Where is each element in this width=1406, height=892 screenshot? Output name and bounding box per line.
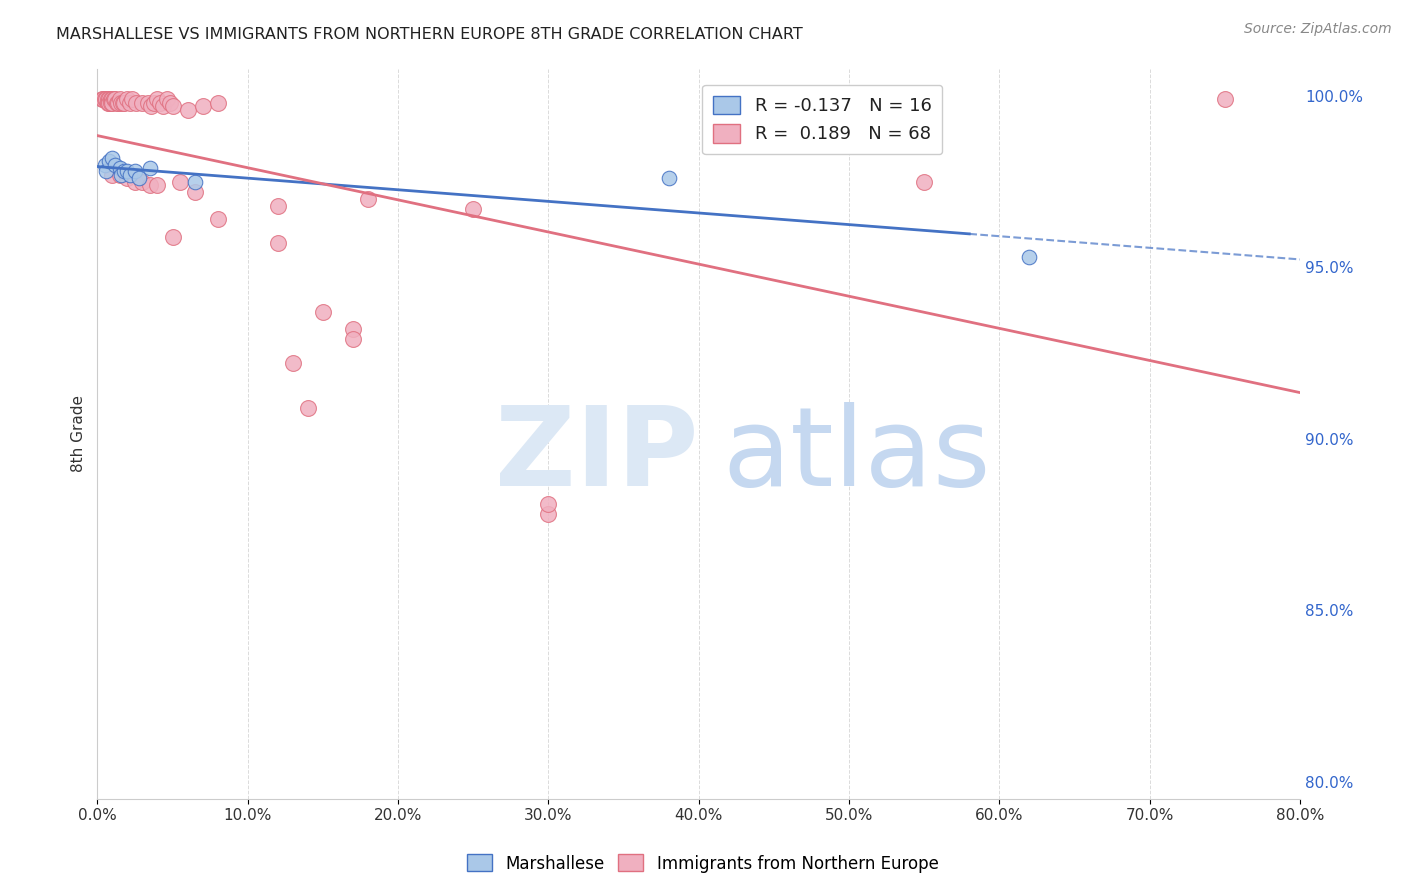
Point bbox=[104, 92, 127, 106]
Point bbox=[463, 202, 485, 216]
Point bbox=[1018, 250, 1040, 264]
Point bbox=[117, 92, 139, 106]
Point bbox=[112, 95, 135, 110]
Point bbox=[342, 322, 364, 336]
Point bbox=[94, 92, 117, 106]
Point bbox=[120, 168, 142, 182]
Legend: Marshallese, Immigrants from Northern Europe: Marshallese, Immigrants from Northern Eu… bbox=[461, 847, 945, 880]
Point bbox=[191, 99, 214, 113]
Text: ZIP: ZIP bbox=[495, 402, 699, 509]
Point bbox=[98, 154, 121, 169]
Text: MARSHALLESE VS IMMIGRANTS FROM NORTHERN EUROPE 8TH GRADE CORRELATION CHART: MARSHALLESE VS IMMIGRANTS FROM NORTHERN … bbox=[56, 27, 803, 42]
Point bbox=[96, 164, 118, 178]
Point bbox=[537, 507, 560, 521]
Point bbox=[267, 199, 290, 213]
Point bbox=[537, 497, 560, 511]
Point bbox=[131, 95, 153, 110]
Point bbox=[169, 175, 191, 189]
Point bbox=[112, 164, 135, 178]
Point bbox=[103, 92, 125, 106]
Point bbox=[207, 212, 229, 227]
Point bbox=[146, 178, 169, 192]
Point bbox=[108, 92, 131, 106]
Point bbox=[143, 95, 166, 110]
Point bbox=[101, 151, 124, 165]
Point bbox=[101, 92, 124, 106]
Point bbox=[108, 168, 131, 182]
Point bbox=[120, 95, 142, 110]
Point bbox=[152, 99, 174, 113]
Point bbox=[267, 236, 290, 251]
Point bbox=[128, 171, 150, 186]
Point bbox=[90, 92, 112, 106]
Point bbox=[141, 99, 163, 113]
Point bbox=[100, 92, 122, 106]
Text: Source: ZipAtlas.com: Source: ZipAtlas.com bbox=[1244, 22, 1392, 37]
Point bbox=[357, 192, 380, 206]
Legend: R = -0.137   N = 16, R =  0.189   N = 68: R = -0.137 N = 16, R = 0.189 N = 68 bbox=[702, 85, 942, 154]
Point bbox=[105, 95, 128, 110]
Point bbox=[94, 157, 117, 171]
Point bbox=[159, 95, 181, 110]
Point bbox=[658, 171, 681, 186]
Point bbox=[117, 164, 139, 178]
Point bbox=[111, 95, 134, 110]
Point bbox=[162, 229, 184, 244]
Point bbox=[101, 95, 124, 110]
Point bbox=[149, 95, 172, 110]
Point bbox=[1213, 92, 1236, 106]
Point bbox=[155, 92, 177, 106]
Point bbox=[138, 95, 160, 110]
Point bbox=[98, 95, 121, 110]
Point bbox=[101, 168, 124, 182]
Point bbox=[104, 157, 127, 171]
Point bbox=[125, 95, 148, 110]
Point bbox=[117, 171, 139, 186]
Point bbox=[98, 92, 121, 106]
Point bbox=[97, 95, 120, 110]
Point bbox=[93, 92, 115, 106]
Point bbox=[146, 92, 169, 106]
Point bbox=[912, 175, 935, 189]
Point bbox=[297, 401, 319, 415]
Point bbox=[121, 92, 143, 106]
Point bbox=[281, 356, 304, 370]
Point bbox=[124, 164, 146, 178]
Point bbox=[100, 95, 122, 110]
Point bbox=[184, 185, 207, 199]
Point bbox=[96, 92, 118, 106]
Point bbox=[162, 99, 184, 113]
Point bbox=[184, 175, 207, 189]
Point bbox=[107, 95, 129, 110]
Point bbox=[176, 103, 198, 117]
Point bbox=[131, 175, 153, 189]
Point bbox=[110, 168, 132, 182]
Point bbox=[139, 178, 162, 192]
Point bbox=[108, 161, 131, 175]
Point bbox=[124, 175, 146, 189]
Point bbox=[110, 95, 132, 110]
Point bbox=[97, 92, 120, 106]
Point bbox=[312, 305, 335, 319]
Point bbox=[139, 161, 162, 175]
Text: atlas: atlas bbox=[723, 402, 991, 509]
Y-axis label: 8th Grade: 8th Grade bbox=[72, 395, 86, 472]
Point bbox=[207, 95, 229, 110]
Point bbox=[342, 332, 364, 346]
